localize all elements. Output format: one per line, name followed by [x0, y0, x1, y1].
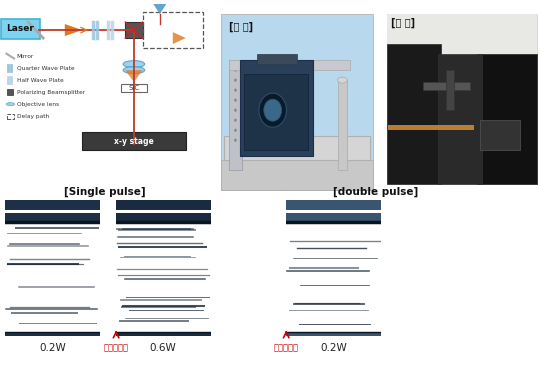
Bar	[221, 14, 373, 190]
Text: 0.2W: 0.2W	[39, 343, 66, 353]
Circle shape	[234, 79, 237, 82]
Ellipse shape	[6, 102, 15, 106]
Polygon shape	[153, 4, 166, 14]
Ellipse shape	[123, 60, 145, 68]
Bar	[387, 14, 537, 64]
Bar	[388, 125, 474, 130]
Circle shape	[264, 99, 282, 121]
Text: Mirror: Mirror	[17, 53, 34, 59]
Circle shape	[234, 69, 237, 72]
Text: Polarizing Beamsplitter: Polarizing Beamsplitter	[17, 90, 85, 95]
Text: 연속가공선: 연속가공선	[274, 343, 299, 352]
Text: x-y stage: x-y stage	[114, 137, 154, 146]
Circle shape	[259, 93, 286, 127]
Bar	[121, 84, 147, 92]
Bar	[446, 70, 454, 110]
Bar	[5, 332, 100, 336]
Text: Delay path: Delay path	[17, 114, 49, 119]
Circle shape	[234, 99, 237, 102]
Bar	[116, 200, 211, 210]
Bar	[286, 332, 381, 336]
Text: Objective lens: Objective lens	[17, 102, 59, 107]
Bar	[7, 89, 13, 95]
Bar	[387, 44, 441, 184]
Bar	[438, 54, 482, 184]
Polygon shape	[173, 32, 186, 44]
Bar	[286, 200, 381, 210]
Text: 0.6W: 0.6W	[150, 343, 177, 353]
Ellipse shape	[338, 77, 347, 83]
Bar	[229, 60, 242, 170]
Circle shape	[234, 89, 237, 92]
Bar	[221, 160, 373, 190]
Bar	[7, 114, 14, 119]
Bar	[387, 14, 537, 184]
Text: [Single pulse]: [Single pulse]	[64, 186, 146, 197]
Circle shape	[234, 109, 237, 112]
Ellipse shape	[123, 67, 145, 73]
Circle shape	[234, 119, 237, 122]
Bar	[244, 74, 308, 150]
Circle shape	[234, 129, 237, 132]
Bar	[286, 213, 381, 222]
Text: SiC: SiC	[129, 85, 139, 91]
Bar	[116, 332, 211, 336]
Bar	[224, 136, 370, 160]
Bar	[240, 60, 313, 156]
Bar	[5, 213, 100, 222]
Text: 0.2W: 0.2W	[320, 343, 347, 353]
Polygon shape	[65, 24, 82, 36]
Polygon shape	[125, 70, 143, 82]
Bar	[229, 60, 350, 70]
Text: [설 계]: [설 계]	[229, 22, 253, 32]
Bar	[256, 54, 297, 64]
Text: Laser: Laser	[6, 24, 35, 33]
Bar	[477, 54, 537, 184]
Bar	[116, 213, 211, 222]
Bar	[481, 120, 519, 150]
Bar	[82, 132, 186, 150]
Bar	[143, 12, 203, 48]
Bar	[125, 22, 143, 38]
Text: [double pulse]: [double pulse]	[333, 186, 418, 197]
Text: Half Wave Plate: Half Wave Plate	[17, 78, 64, 83]
Bar	[338, 80, 347, 170]
Text: [제 작]: [제 작]	[391, 18, 415, 28]
Circle shape	[234, 139, 237, 142]
FancyBboxPatch shape	[1, 19, 40, 39]
Text: 연속가공선: 연속가공선	[104, 343, 129, 352]
Bar	[5, 200, 100, 210]
Bar	[422, 82, 469, 90]
Text: Quarter Wave Plate: Quarter Wave Plate	[17, 66, 75, 70]
